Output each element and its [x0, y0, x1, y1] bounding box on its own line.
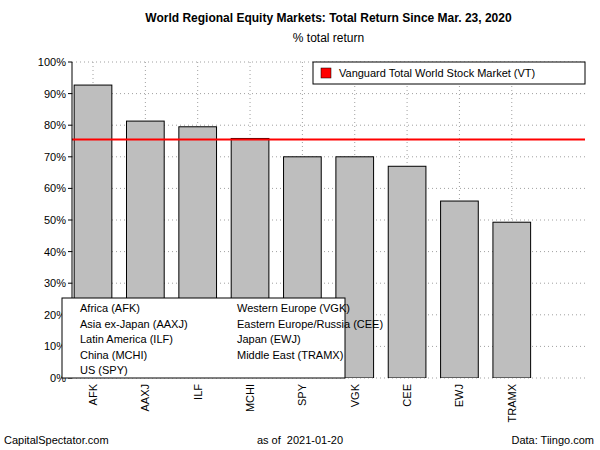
y-tick [68, 125, 72, 126]
x-tick-label: VGK [349, 383, 361, 407]
y-tick-label: 90% [44, 88, 66, 100]
y-tick-label: 60% [44, 182, 66, 194]
x-tick-label: SPY [296, 383, 308, 406]
grid-line [72, 93, 585, 94]
legend-text: Vanguard Total World Stock Market (VT) [339, 67, 535, 79]
subtitle: % total return [293, 31, 364, 45]
legend-swatch [321, 68, 331, 78]
background [0, 0, 600, 450]
chart: World Regional Equity Markets: Total Ret… [0, 0, 600, 450]
y-tick-label: 40% [44, 246, 66, 258]
key-text: US (SPY) [80, 364, 128, 376]
bar [493, 222, 531, 378]
y-tick-label: 50% [44, 214, 66, 226]
key-text: Eastern Europe/Russia (CEE) [237, 318, 383, 330]
x-tick-label: ILF [192, 384, 204, 400]
x-tick-label: AAXJ [139, 384, 151, 412]
credit: CapitalSpectator.com [4, 434, 109, 446]
y-tick-label: 30% [44, 277, 66, 289]
y-tick-label: 100% [38, 56, 66, 68]
key-text: Africa (AFK) [80, 302, 140, 314]
date-note: as of 2021-01-20 [257, 434, 343, 446]
y-tick [68, 188, 72, 189]
key-text: China (MCHI) [80, 349, 147, 361]
x-tick-label: TRAMX [506, 383, 518, 422]
key-text: Asia ex-Japan (AAXJ) [80, 318, 188, 330]
legend-box [313, 62, 585, 84]
y-tick-label: 80% [44, 119, 66, 131]
reference-line [72, 138, 585, 140]
y-tick [68, 62, 72, 63]
key-text: Middle East (TRAMX) [237, 349, 343, 361]
y-tick [68, 283, 72, 284]
key-text: Western Europe (VGK) [237, 302, 350, 314]
x-tick-label: AFK [87, 383, 99, 405]
key-text: Latin America (ILF) [80, 333, 173, 345]
y-tick [68, 156, 72, 157]
y-tick-label: 70% [44, 151, 66, 163]
y-tick [68, 220, 72, 221]
key-text: Japan (EWJ) [237, 333, 301, 345]
x-tick-label: EWJ [453, 384, 465, 407]
bar [388, 166, 426, 378]
x-tick-label: CEE [401, 384, 413, 407]
title: World Regional Equity Markets: Total Ret… [145, 11, 512, 25]
source: Data: Tiingo.com [511, 434, 594, 446]
y-tick [68, 93, 72, 94]
x-tick-label: MCHI [244, 384, 256, 412]
bar [441, 201, 479, 378]
y-tick [68, 251, 72, 252]
